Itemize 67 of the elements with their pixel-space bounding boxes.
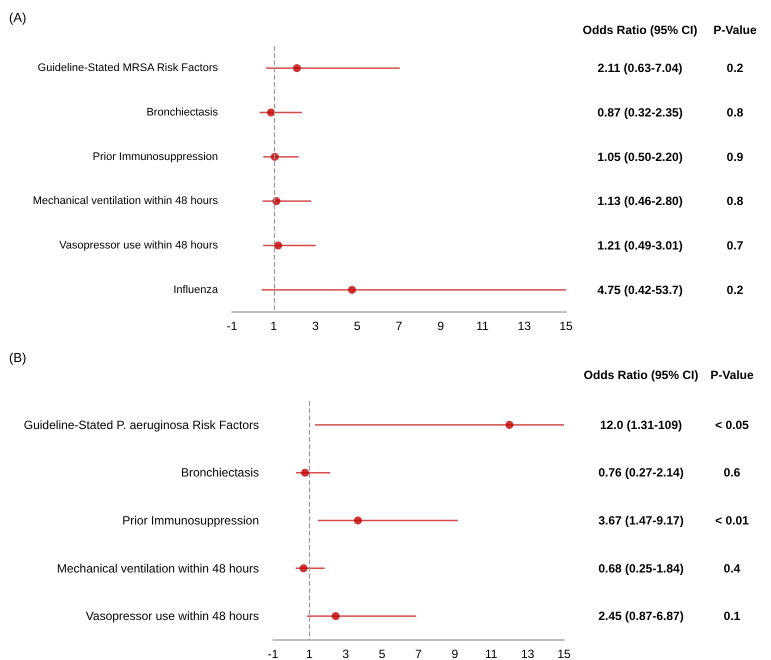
y-tick-label: Guideline-Stated MRSA Risk Factors bbox=[38, 62, 218, 74]
text: 0.9 bbox=[726, 150, 744, 164]
text: 0.8 bbox=[726, 106, 744, 120]
text: < 0.01 bbox=[715, 514, 750, 528]
text: < 0.05 bbox=[715, 418, 750, 432]
y-tick-label: Bronchiectasis bbox=[146, 106, 218, 118]
y-tick-label: Guideline-Stated P. aeruginosa Risk Factors bbox=[24, 418, 259, 432]
data-label: 4.75 (0.42-53.7) bbox=[597, 282, 683, 297]
text: 0.6 bbox=[724, 466, 741, 480]
x-tick-label: 7 bbox=[415, 647, 422, 660]
point bbox=[348, 286, 356, 294]
y-tick-label: Mechanical ventilation within 48 hours bbox=[32, 195, 218, 208]
point bbox=[505, 420, 514, 429]
data-label: 0.76 (0.27-2.14) bbox=[598, 466, 684, 480]
x-tick-label: 13 bbox=[520, 647, 535, 660]
x-tick-label: 9 bbox=[437, 319, 444, 333]
text: Odds Ratio (95% CI) bbox=[584, 368, 698, 382]
x-tick-label: 3 bbox=[312, 319, 320, 333]
data-label: 1.05 (0.50-2.20) bbox=[597, 150, 683, 164]
x-tick-label: -1 bbox=[226, 319, 238, 333]
text: 0.2 bbox=[726, 282, 744, 297]
y-tick-label: Mechanical ventilation within 48 hours bbox=[56, 561, 259, 576]
text: 0.4 bbox=[724, 561, 741, 576]
text: Odds Ratio (95% CI) bbox=[582, 23, 698, 37]
text: (A) bbox=[9, 10, 26, 25]
point bbox=[272, 197, 280, 206]
x-tick-label: 1 bbox=[306, 647, 314, 660]
y-tick-label: Vasopressor use within 48 hours bbox=[59, 240, 218, 252]
x-tick-label: 15 bbox=[559, 319, 573, 333]
text: 0.8 bbox=[726, 194, 744, 208]
data-label: 3.67 (1.47-9.17) bbox=[598, 514, 684, 528]
data-label: 0.68 (0.25-1.84) bbox=[598, 561, 684, 576]
y-tick-label: Prior Immunosuppression bbox=[122, 514, 259, 528]
data-label: 2.11 (0.63-7.04) bbox=[598, 61, 682, 76]
text: 0.1 bbox=[724, 609, 741, 624]
y-tick-label: Influenza bbox=[173, 284, 219, 296]
data-label: 0.87 (0.32-2.35) bbox=[597, 106, 683, 120]
text: P-Value bbox=[710, 368, 754, 382]
text: 0.2 bbox=[726, 61, 744, 76]
point bbox=[267, 108, 276, 116]
x-tick-label: -1 bbox=[268, 647, 279, 660]
x-tick-label: 1 bbox=[270, 319, 278, 333]
point bbox=[354, 516, 362, 524]
point bbox=[274, 242, 282, 250]
x-tick-label: 7 bbox=[396, 319, 403, 333]
point bbox=[300, 564, 308, 572]
y-tick-label: Vasopressor use within 48 hours bbox=[86, 609, 259, 624]
data-label: 2.45 (0.87-6.87) bbox=[598, 609, 684, 624]
y-tick-label: Prior Immunosuppression bbox=[92, 150, 218, 163]
x-tick-label: 15 bbox=[557, 647, 571, 660]
x-tick-label: 11 bbox=[476, 319, 490, 333]
x-tick-label: 13 bbox=[518, 319, 532, 333]
x-tick-label: 3 bbox=[342, 647, 350, 660]
x-tick-label: 5 bbox=[354, 319, 361, 333]
point bbox=[332, 612, 340, 620]
text: (B) bbox=[9, 350, 26, 365]
x-tick-label: 11 bbox=[485, 647, 498, 660]
point bbox=[292, 64, 301, 72]
data-label: 1.21 (0.49-3.01) bbox=[597, 238, 683, 252]
y-tick-label: Bronchiectasis bbox=[180, 466, 259, 480]
data-label: 12.0 (1.31-109) bbox=[600, 418, 682, 432]
data-label: 1.13 (0.46-2.80) bbox=[597, 194, 683, 208]
point bbox=[301, 468, 310, 477]
x-tick-label: 9 bbox=[452, 647, 459, 660]
text: P-Value bbox=[713, 23, 757, 37]
text: 0.7 bbox=[726, 238, 744, 252]
x-tick-label: 5 bbox=[378, 647, 386, 660]
